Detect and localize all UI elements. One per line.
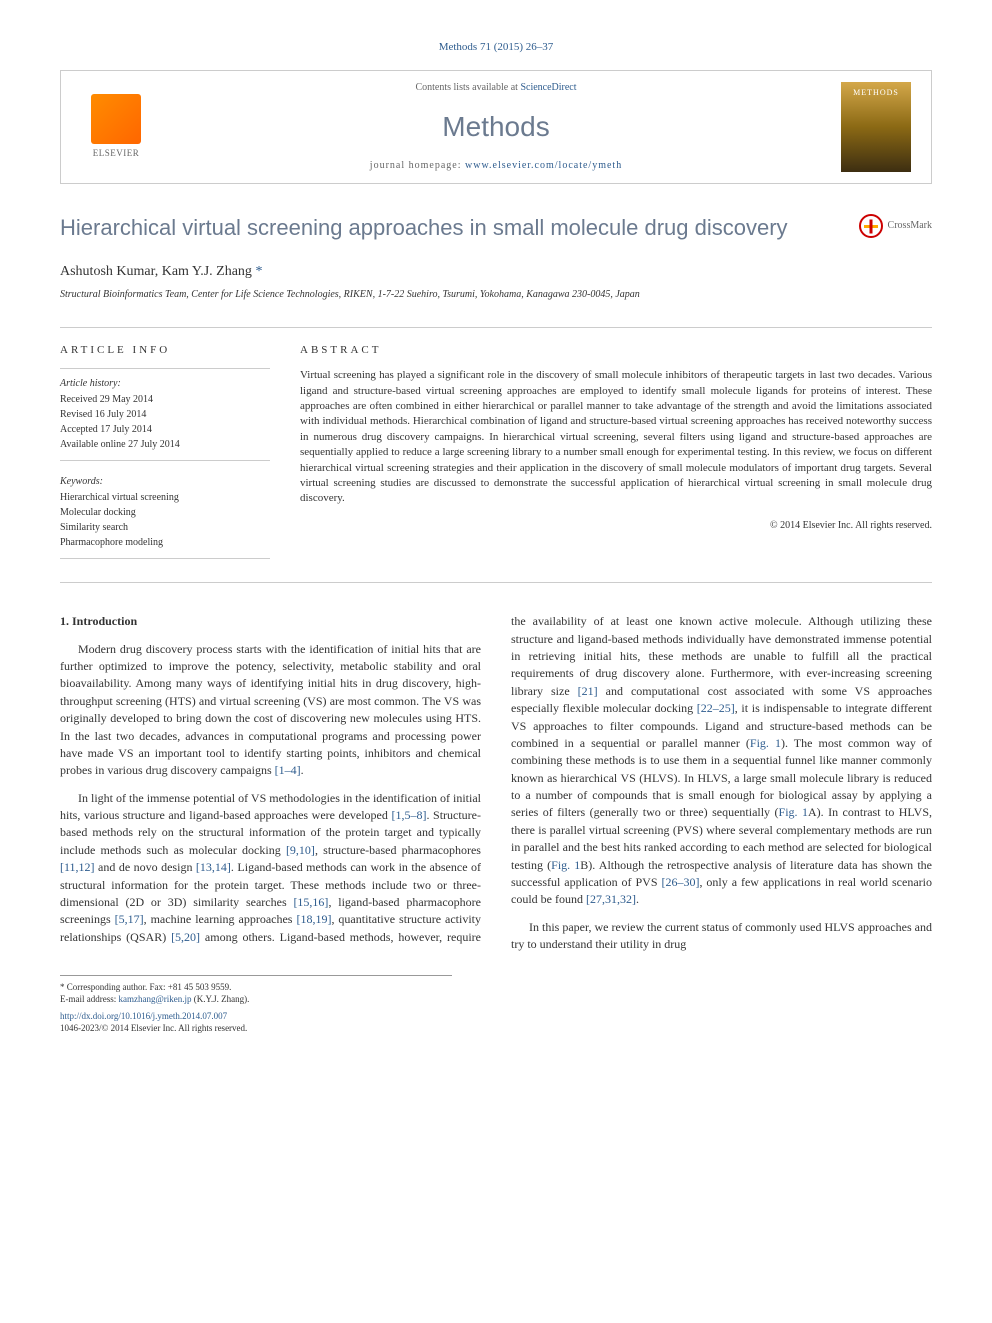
text-run: , machine learning approaches — [144, 912, 297, 926]
body-text: 1. Introduction Modern drug discovery pr… — [60, 613, 932, 955]
email-label: E-mail address: — [60, 994, 118, 1004]
ref-link[interactable]: [22–25] — [697, 701, 735, 715]
corresponding-mark: * — [255, 264, 262, 279]
ref-link[interactable]: [11,12] — [60, 860, 95, 874]
keywords-label: Keywords: — [60, 475, 270, 489]
keyword: Hierarchical virtual screening — [60, 491, 270, 505]
paragraph: In this paper, we review the current sta… — [511, 919, 932, 954]
ref-link[interactable]: [13,14] — [196, 860, 231, 874]
crossmark-label: CrossMark — [888, 219, 932, 233]
corresponding-author: * Corresponding author. Fax: +81 45 503 … — [60, 982, 452, 994]
info-heading: ARTICLE INFO — [60, 343, 270, 358]
ref-link[interactable]: [15,16] — [293, 895, 328, 909]
homepage-prefix: journal homepage: — [370, 160, 465, 171]
accepted-date: Accepted 17 July 2014 — [60, 423, 270, 437]
fig-link[interactable]: Fig. 1 — [779, 805, 808, 819]
abstract-text: Virtual screening has played a significa… — [300, 368, 932, 507]
affiliation: Structural Bioinformatics Team, Center f… — [60, 288, 932, 302]
footnote: * Corresponding author. Fax: +81 45 503 … — [60, 975, 452, 1035]
ref-link[interactable]: [27,31,32] — [586, 892, 636, 906]
received-date: Received 29 May 2014 — [60, 393, 270, 407]
paragraph: Modern drug discovery process starts wit… — [60, 641, 481, 780]
keyword: Pharmacophore modeling — [60, 536, 270, 550]
revised-date: Revised 16 July 2014 — [60, 408, 270, 422]
ref-link[interactable]: [18,19] — [296, 912, 331, 926]
abstract-block: ABSTRACT Virtual screening has played a … — [300, 343, 932, 567]
text-run: . — [301, 763, 304, 777]
email-link[interactable]: kamzhang@riken.jp — [118, 994, 191, 1004]
ref-link[interactable]: [1–4] — [275, 763, 301, 777]
text-run: Modern drug discovery process starts wit… — [60, 642, 481, 778]
abstract-copyright: © 2014 Elsevier Inc. All rights reserved… — [300, 519, 932, 533]
sciencedirect-link[interactable]: ScienceDirect — [520, 82, 576, 93]
text-run: , structure-based pharmacophores — [315, 843, 481, 857]
citation: Methods 71 (2015) 26–37 — [60, 40, 932, 55]
elsevier-tree-icon — [91, 94, 141, 144]
ref-link[interactable]: [9,10] — [286, 843, 315, 857]
crossmark-icon — [859, 214, 883, 238]
history-label: Article history: — [60, 377, 270, 391]
keyword: Similarity search — [60, 521, 270, 535]
ref-link[interactable]: [5,17] — [115, 912, 144, 926]
contents-line: Contents lists available at ScienceDirec… — [151, 81, 841, 95]
cover-label: METHODS — [853, 87, 899, 98]
issn-copyright: 1046-2023/© 2014 Elsevier Inc. All right… — [60, 1023, 247, 1033]
authors: Ashutosh Kumar, Kam Y.J. Zhang * — [60, 262, 932, 282]
homepage-line: journal homepage: www.elsevier.com/locat… — [151, 159, 841, 173]
text-run: and de novo design — [95, 860, 196, 874]
article-title: Hierarchical virtual screening approache… — [60, 214, 788, 243]
homepage-link[interactable]: www.elsevier.com/locate/ymeth — [465, 160, 622, 171]
fig-link[interactable]: Fig. 1 — [551, 858, 580, 872]
author-names: Ashutosh Kumar, Kam Y.J. Zhang — [60, 264, 252, 279]
article-info: ARTICLE INFO Article history: Received 2… — [60, 343, 270, 567]
section-heading: 1. Introduction — [60, 613, 481, 630]
fig-link[interactable]: Fig. 1 — [750, 736, 781, 750]
abstract-heading: ABSTRACT — [300, 343, 932, 358]
online-date: Available online 27 July 2014 — [60, 438, 270, 452]
doi-link[interactable]: http://dx.doi.org/10.1016/j.ymeth.2014.0… — [60, 1011, 227, 1021]
text-run: In this paper, we review the current sta… — [511, 920, 932, 951]
ref-link[interactable]: [1,5–8] — [391, 808, 426, 822]
ref-link[interactable]: [5,20] — [171, 930, 200, 944]
journal-cover: METHODS — [841, 82, 911, 172]
text-run: . — [636, 892, 639, 906]
ref-link[interactable]: [21] — [578, 684, 598, 698]
publisher-name: ELSEVIER — [93, 147, 140, 160]
keyword: Molecular docking — [60, 506, 270, 520]
journal-name: Methods — [151, 107, 841, 146]
contents-prefix: Contents lists available at — [415, 82, 520, 93]
journal-header: ELSEVIER Contents lists available at Sci… — [60, 70, 932, 183]
publisher-logo-block: ELSEVIER — [81, 87, 151, 167]
ref-link[interactable]: [26–30] — [661, 875, 699, 889]
crossmark-badge[interactable]: CrossMark — [859, 214, 932, 238]
email-suffix: (K.Y.J. Zhang). — [192, 994, 250, 1004]
